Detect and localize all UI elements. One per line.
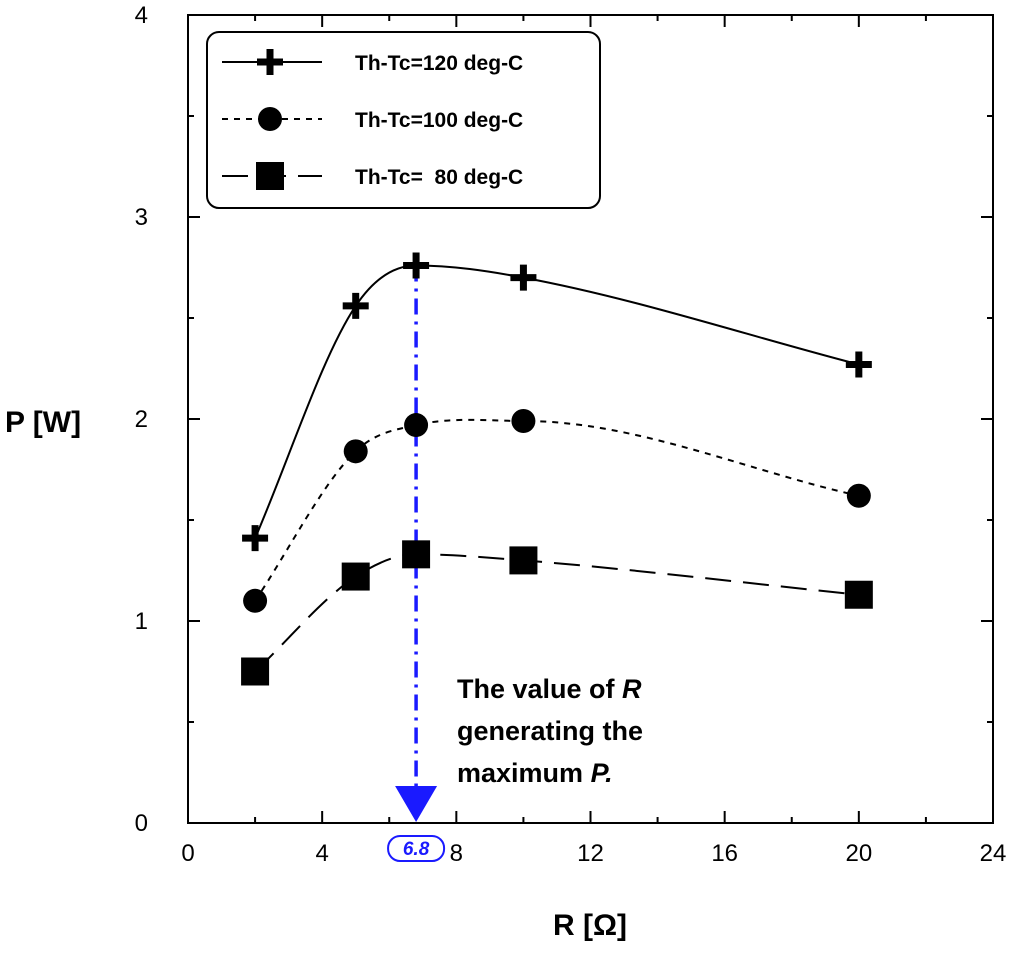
data-point-plus — [845, 351, 872, 378]
x-tick-label: 12 — [577, 840, 604, 867]
arrowhead-icon — [395, 786, 438, 822]
legend-label: Th-Tc= 80 deg-C — [355, 166, 523, 189]
series-curves — [254, 264, 860, 673]
legend-marker-square — [256, 162, 284, 190]
annotation-text-run: The value of — [457, 674, 622, 704]
data-point-circle — [404, 413, 429, 438]
data-point-square — [509, 546, 538, 575]
max-power-indicator: 6.8 — [387, 265, 446, 862]
y-tick-label: 4 — [135, 2, 148, 29]
legend-entries: Th-Tc=120 deg-C Th-Tc=100 deg-C Th-Tc= 80 … — [222, 49, 523, 190]
x-tick-label: 16 — [711, 840, 738, 867]
data-point-square — [241, 657, 270, 686]
data-markers — [241, 252, 873, 686]
data-point-square — [844, 580, 873, 609]
y-axis-title: P [W] — [5, 406, 81, 439]
data-point-circle — [846, 483, 871, 508]
annotation-text-run: R — [622, 674, 642, 704]
series-line-square — [254, 553, 859, 673]
data-point-square — [402, 540, 431, 569]
data-point-circle — [511, 409, 536, 434]
x-tick-label: 0 — [181, 840, 194, 867]
legend-marker-plus — [257, 49, 283, 75]
series-line-circle — [254, 418, 860, 602]
y-tick-label: 3 — [135, 204, 148, 231]
y-tick-label: 0 — [135, 810, 148, 837]
legend-marker-circle — [258, 107, 282, 131]
data-point-square — [341, 562, 370, 591]
legend-label: Th-Tc=120 deg-C — [355, 52, 523, 75]
legend-label: Th-Tc=100 deg-C — [355, 109, 523, 132]
value-marker-label: 6.8 — [403, 839, 430, 860]
x-tick-label: 4 — [315, 840, 328, 867]
data-point-circle — [343, 439, 368, 464]
y-tick-label: 2 — [135, 406, 148, 433]
annotation-text-run: P. — [591, 758, 613, 788]
annotation-text-run: maximum — [457, 758, 591, 788]
legend: Th-Tc=120 deg-C Th-Tc=100 deg-C Th-Tc= 80 … — [206, 31, 601, 209]
x-tick-label: 24 — [980, 840, 1007, 867]
data-point-plus — [342, 292, 369, 319]
x-tick-label: 20 — [845, 840, 872, 867]
data-point-plus — [510, 264, 537, 291]
legend-box — [206, 31, 601, 209]
data-point-circle — [243, 588, 268, 613]
series-line-plus — [254, 264, 860, 539]
data-point-plus — [403, 252, 430, 279]
data-point-plus — [242, 525, 269, 552]
axis-ticks — [187, 14, 994, 824]
annotation-text-run: generating the — [457, 716, 643, 746]
x-tick-label: 8 — [450, 840, 463, 867]
x-axis-title: R [Ω] — [553, 909, 627, 942]
y-tick-label: 1 — [135, 608, 148, 635]
value-marker-box — [387, 835, 446, 862]
